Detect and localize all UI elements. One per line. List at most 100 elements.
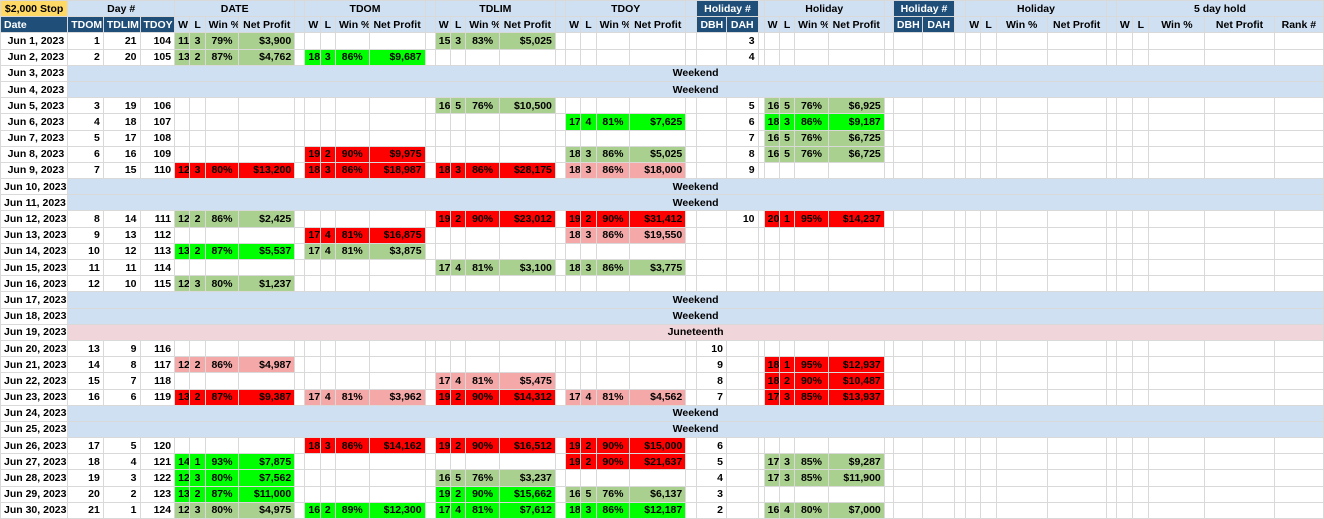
- holiday-net-profit-cell[interactable]: $9,287: [827, 453, 885, 471]
- holiday-winpct-cell[interactable]: 85%: [794, 388, 829, 406]
- five-day-winpct-cell[interactable]: [1148, 97, 1206, 115]
- tdlim-w-cell[interactable]: 16: [434, 97, 452, 115]
- holiday-w-cell[interactable]: [763, 437, 780, 455]
- holiday-l-cell[interactable]: [778, 32, 796, 50]
- spacer-cell[interactable]: [294, 469, 306, 487]
- date-winpct-cell[interactable]: 86%: [204, 210, 240, 228]
- holiday-l-cell[interactable]: [778, 339, 796, 358]
- tdom-l-cell[interactable]: [319, 485, 336, 503]
- holiday-l-cell[interactable]: [778, 437, 796, 455]
- tdoy-w-cell[interactable]: 17: [565, 388, 582, 406]
- tdoy-w-cell[interactable]: 18: [565, 501, 582, 519]
- dah-cell[interactable]: [725, 258, 759, 277]
- five-day-l-cell[interactable]: [1132, 145, 1150, 163]
- dbh-cell[interactable]: [696, 113, 727, 131]
- holiday-2-net-profit-cell[interactable]: [1046, 145, 1107, 163]
- tdom-winpct-cell[interactable]: 89%: [334, 501, 370, 519]
- tdlim-l-cell[interactable]: [450, 275, 467, 293]
- holiday-l-cell[interactable]: [778, 485, 796, 503]
- spacer-cell[interactable]: [883, 113, 894, 131]
- tdoy-cell[interactable]: 107: [139, 113, 176, 131]
- holiday-2-winpct-cell[interactable]: [995, 501, 1048, 519]
- five-day-winpct-cell[interactable]: [1148, 48, 1206, 66]
- tdlim-cell[interactable]: 15: [102, 161, 141, 180]
- date-cell[interactable]: Jun 14, 2023: [0, 242, 69, 261]
- date-net-profit-cell[interactable]: $13,200: [238, 161, 296, 180]
- tdom-w-cell[interactable]: [304, 258, 321, 277]
- dah-cell[interactable]: [725, 485, 759, 503]
- tdoy-cell[interactable]: 108: [139, 129, 176, 147]
- rank-cell[interactable]: [1273, 339, 1324, 358]
- spacer-cell[interactable]: [294, 161, 306, 180]
- tdlim-cell[interactable]: 4: [102, 453, 141, 471]
- dbh-cell[interactable]: [696, 48, 727, 66]
- tdlim-w-cell[interactable]: 19: [434, 210, 452, 228]
- spacer-cell[interactable]: [554, 226, 567, 244]
- dah-cell-2[interactable]: [922, 161, 956, 180]
- holiday-winpct-cell[interactable]: [794, 258, 829, 277]
- l-col-header[interactable]: L: [189, 16, 206, 34]
- winpct-col-header[interactable]: Win %: [1148, 16, 1206, 34]
- tdlim-w-cell[interactable]: 17: [434, 501, 452, 519]
- date-winpct-cell[interactable]: 87%: [204, 48, 240, 66]
- holiday-l-cell[interactable]: [778, 48, 796, 66]
- tdlim-net-profit-cell[interactable]: $23,012: [498, 210, 556, 228]
- weekend-band[interactable]: Weekend: [67, 307, 1324, 325]
- tdom-l-cell[interactable]: 4: [319, 242, 336, 261]
- holiday-2-w-cell[interactable]: [965, 485, 982, 503]
- dbh-cell[interactable]: 2: [696, 501, 727, 519]
- five-day-net-profit-cell[interactable]: [1204, 210, 1275, 228]
- tdom-l-cell[interactable]: [319, 469, 336, 487]
- tdom-winpct-cell[interactable]: [334, 258, 370, 277]
- tdom-l-cell[interactable]: [319, 258, 336, 277]
- spacer-cell[interactable]: [424, 372, 436, 390]
- holiday-2-net-profit-cell[interactable]: [1046, 32, 1107, 50]
- date-l-cell[interactable]: [189, 97, 206, 115]
- holiday-l-cell[interactable]: 1: [778, 210, 796, 228]
- tdoy-cell[interactable]: 104: [139, 32, 176, 50]
- tdlim-winpct-cell[interactable]: 76%: [465, 97, 500, 115]
- tdoy-cell[interactable]: 111: [139, 210, 176, 228]
- dbh-cell-2[interactable]: [892, 97, 924, 115]
- holiday-2-l-cell[interactable]: [980, 258, 997, 277]
- holiday-2-w-cell[interactable]: [965, 501, 982, 519]
- tdlim-net-profit-cell[interactable]: [498, 275, 556, 293]
- tdlim-net-profit-cell[interactable]: $28,175: [498, 161, 556, 180]
- tdoy-w-cell[interactable]: [565, 32, 582, 50]
- spacer-cell[interactable]: [554, 501, 567, 519]
- date-col-header[interactable]: Date: [0, 16, 69, 34]
- date-winpct-cell[interactable]: [204, 129, 240, 147]
- spacer-cell[interactable]: [883, 226, 894, 244]
- tdom-w-cell[interactable]: [304, 356, 321, 374]
- l-col-header[interactable]: L: [319, 16, 336, 34]
- holiday-l-cell[interactable]: 5: [778, 145, 796, 163]
- tdlim-l-cell[interactable]: 2: [450, 437, 467, 455]
- tdoy-col-header[interactable]: TDOY: [139, 16, 176, 34]
- five-day-winpct-cell[interactable]: [1148, 485, 1206, 503]
- spacer-cell[interactable]: [294, 48, 306, 66]
- holiday-w-cell[interactable]: 16: [763, 129, 780, 147]
- five-day-l-cell[interactable]: [1132, 226, 1150, 244]
- tdlim-net-profit-cell[interactable]: $3,237: [498, 469, 556, 487]
- date-net-profit-cell[interactable]: [238, 437, 296, 455]
- dah-col-header[interactable]: DAH: [922, 16, 956, 34]
- spacer-cell[interactable]: [685, 258, 698, 277]
- date-w-cell[interactable]: 13: [174, 242, 191, 261]
- spacer-cell[interactable]: [424, 453, 436, 471]
- tdom-l-cell[interactable]: [319, 97, 336, 115]
- dbh-cell-2[interactable]: [892, 501, 924, 519]
- five-day-winpct-cell[interactable]: [1148, 339, 1206, 358]
- dbh-cell-2[interactable]: [892, 129, 924, 147]
- date-cell[interactable]: Jun 11, 2023: [0, 194, 69, 212]
- tdom-net-profit-cell[interactable]: [368, 339, 426, 358]
- spacer-cell[interactable]: [685, 356, 698, 374]
- tdom-l-cell[interactable]: 2: [319, 145, 336, 163]
- holiday-l-cell[interactable]: 3: [778, 388, 796, 406]
- tdlim-cell[interactable]: 10: [102, 275, 141, 293]
- tdoy-cell[interactable]: 117: [139, 356, 176, 374]
- date-net-profit-cell[interactable]: [238, 97, 296, 115]
- dah-cell[interactable]: [725, 388, 759, 406]
- tdlim-net-profit-cell[interactable]: [498, 129, 556, 147]
- holiday-net-profit-cell[interactable]: $12,937: [827, 356, 885, 374]
- holiday-w-cell[interactable]: 18: [763, 113, 780, 131]
